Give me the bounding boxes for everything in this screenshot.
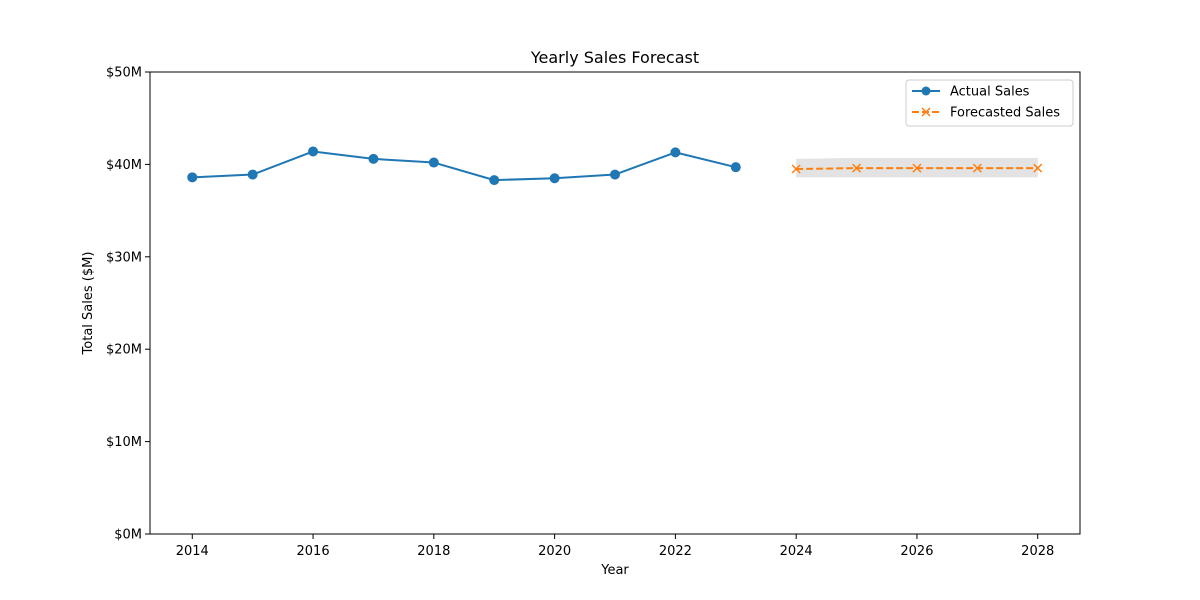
data-point-forecasted-sales-2026: [912, 163, 922, 173]
y-tick-label-30: $30M: [106, 250, 142, 265]
data-point-actual-sales-2019: [489, 175, 500, 186]
y-tick-label-0: $0M: [114, 528, 142, 543]
x-tick-label-2022: 2022: [659, 544, 692, 559]
legend-label-actual-sales: Actual Sales: [950, 85, 1030, 100]
series-line-actual-sales: [192, 150, 737, 182]
y-tick-label-40: $40M: [106, 158, 142, 173]
legend-marker-actual-sales: [921, 86, 931, 96]
data-point-forecasted-sales-2025: [852, 163, 862, 173]
x-axis-title: Year: [600, 563, 629, 578]
legend: Actual Sales Forecasted Sales: [905, 79, 1074, 127]
data-point-forecasted-sales-2024: [791, 164, 801, 174]
x-tick-label-2028: 2028: [1021, 544, 1054, 559]
data-point-actual-sales-2015: [247, 169, 258, 180]
x-tick-label-2014: 2014: [176, 544, 209, 559]
x-tick-label-2020: 2020: [538, 544, 571, 559]
legend-box: [905, 79, 1074, 127]
data-point-actual-sales-2014: [187, 172, 198, 183]
x-tick-label-2018: 2018: [417, 544, 450, 559]
x-tick-label-2016: 2016: [297, 544, 330, 559]
data-point-actual-sales-2021: [610, 169, 620, 180]
data-point-actual-sales-2018: [428, 157, 439, 168]
data-point-forecasted-sales-2027: [972, 163, 982, 173]
data-point-actual-sales-2016: [308, 146, 319, 157]
data-point-actual-sales-2017: [368, 153, 379, 164]
y-tick-label-20: $20M: [106, 343, 142, 358]
data-point-forecasted-sales-2028: [1033, 163, 1043, 173]
data-point-actual-sales-2023: [730, 162, 741, 173]
y-tick-label-50: $50M: [106, 66, 142, 81]
x-tick-label-2024: 2024: [780, 544, 813, 559]
plot-area: 2014 2016 2018 2020 2022 2024 2026 2028 $0M $10M $…: [106, 66, 1081, 559]
y-tick-label-10: $10M: [106, 435, 142, 450]
legend-label-forecasted-sales: Forecasted Sales: [950, 106, 1060, 121]
axes-frame: [149, 71, 1081, 535]
data-point-actual-sales-2020: [549, 173, 560, 184]
y-axis-title: Total Sales ($M): [81, 252, 96, 356]
chart-title: Yearly Sales Forecast: [530, 48, 699, 67]
data-point-actual-sales-2022: [670, 147, 681, 158]
x-tick-label-2026: 2026: [900, 544, 933, 559]
legend-marker-forecasted-sales: [921, 107, 931, 117]
